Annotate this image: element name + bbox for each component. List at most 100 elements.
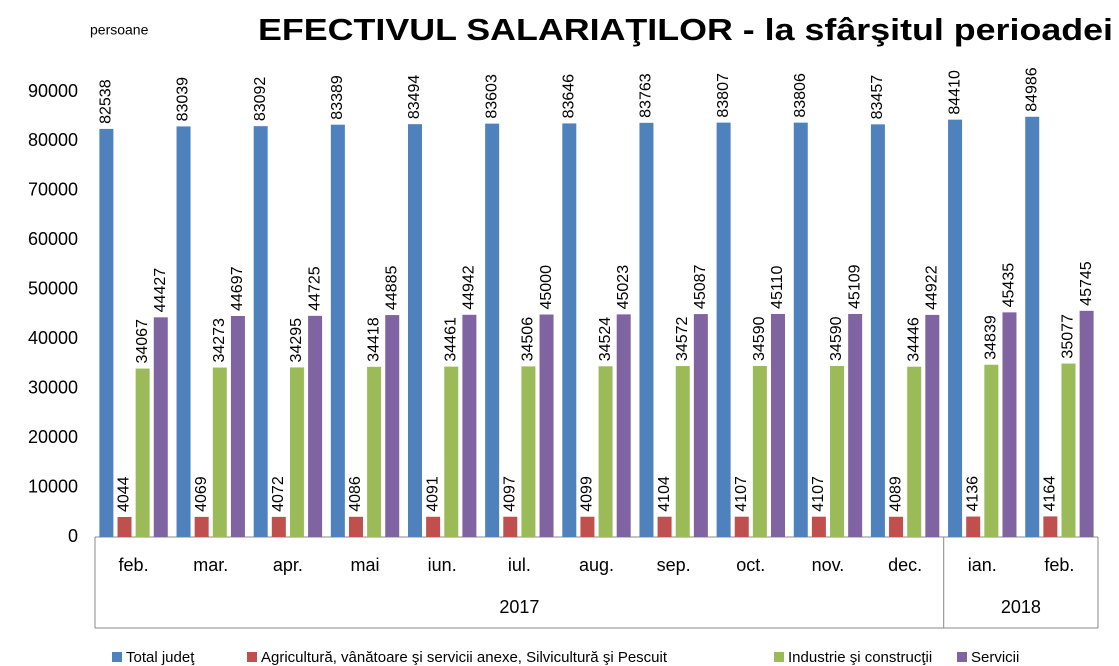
bar (598, 366, 613, 537)
data-label: 84410 (946, 70, 963, 115)
bar (639, 122, 654, 537)
y-axis-label: persoane (90, 22, 149, 38)
data-label: 82538 (98, 79, 115, 124)
x-tick-label: iul. (508, 555, 531, 575)
legend-label: Industrie şi construcţii (788, 649, 932, 666)
bar (539, 314, 554, 537)
group-label: 2018 (1001, 597, 1041, 617)
data-label: 34461 (442, 317, 459, 362)
data-label: 45435 (1001, 263, 1018, 308)
bar (716, 122, 731, 537)
data-label: 34295 (288, 318, 305, 363)
data-label: 34446 (905, 317, 922, 362)
y-tick-label: 90000 (28, 81, 78, 101)
bar (462, 314, 477, 537)
legend-label: Agricultură, vânătoare şi servicii anexe… (261, 649, 668, 666)
y-tick-label: 40000 (28, 328, 78, 348)
bar (693, 314, 708, 537)
bar (271, 516, 286, 537)
bar (889, 516, 904, 537)
data-label: 84986 (1023, 67, 1040, 112)
y-tick-label: 50000 (28, 279, 78, 299)
data-label: 83457 (869, 75, 886, 120)
data-label: 45087 (692, 264, 709, 309)
x-tick-label: oct. (736, 555, 765, 575)
bar (212, 367, 227, 537)
data-label: 44885 (383, 265, 400, 310)
data-label: 34572 (674, 316, 691, 361)
bar (1043, 516, 1058, 537)
legend-label: Total judeţ (126, 649, 195, 666)
data-label: 4044 (116, 476, 133, 512)
data-label: 83092 (252, 77, 269, 122)
data-label: 44725 (306, 266, 323, 311)
bar (176, 126, 191, 537)
y-tick-label: 10000 (28, 476, 78, 496)
data-label: 83807 (715, 73, 732, 118)
data-label: 34524 (597, 317, 614, 362)
bar (966, 516, 981, 537)
bar (657, 516, 672, 537)
data-label: 45110 (769, 266, 786, 309)
bar (1061, 363, 1076, 537)
data-label: 83763 (638, 73, 655, 118)
x-tick-label: mai (351, 555, 380, 575)
data-label: 83494 (406, 75, 423, 120)
x-tick-label: sep. (657, 555, 691, 575)
bar (925, 314, 940, 537)
data-label: 45023 (615, 265, 632, 310)
data-label: 4107 (733, 476, 750, 512)
legend-label: Servicii (971, 649, 1019, 666)
bar (135, 368, 150, 537)
chart-title: EFECTIVUL SALARIAŢILOR - la sfârşitul pe… (258, 12, 1113, 47)
data-label: 44697 (229, 266, 246, 311)
data-label: 83389 (329, 75, 346, 120)
data-label: 4104 (656, 476, 673, 512)
bar (771, 313, 786, 537)
bar (907, 366, 922, 537)
bar (562, 123, 577, 538)
bar (117, 517, 132, 537)
bar (385, 315, 400, 537)
x-tick-label: nov. (812, 555, 845, 575)
data-label: 4107 (810, 476, 827, 512)
bar (367, 366, 382, 537)
y-tick-label: 80000 (28, 130, 78, 150)
bar (948, 119, 963, 538)
legend-swatch (774, 652, 784, 662)
data-label: 4164 (1042, 476, 1059, 512)
bar (308, 315, 323, 537)
bar (99, 128, 114, 537)
bar (153, 317, 168, 537)
legend-swatch (247, 652, 257, 662)
bar (675, 366, 690, 537)
bar (870, 124, 885, 537)
data-label: 34590 (828, 316, 845, 361)
bar (230, 315, 245, 537)
data-label: 45745 (1078, 261, 1095, 306)
y-tick-label: 20000 (28, 427, 78, 447)
data-label: 34506 (520, 317, 537, 362)
bar (194, 516, 209, 537)
x-tick-label: mar. (193, 555, 228, 575)
bar (580, 516, 595, 537)
data-label: 34839 (983, 315, 1000, 360)
bar (848, 313, 863, 537)
bar (253, 126, 268, 537)
data-label: 4091 (424, 476, 441, 512)
x-tick-label: ian. (968, 555, 997, 575)
legend-swatch (112, 652, 122, 662)
bar (426, 516, 441, 537)
x-tick-label: dec. (888, 555, 922, 575)
bar (444, 366, 459, 537)
data-label: 44942 (461, 265, 478, 310)
bar (984, 364, 999, 537)
data-label: 34067 (134, 319, 151, 364)
bar (1002, 312, 1017, 537)
y-tick-label: 0 (68, 526, 78, 546)
data-label: 45000 (538, 265, 555, 310)
bar (1025, 116, 1040, 537)
bar (752, 365, 767, 537)
data-label: 83039 (175, 77, 192, 122)
